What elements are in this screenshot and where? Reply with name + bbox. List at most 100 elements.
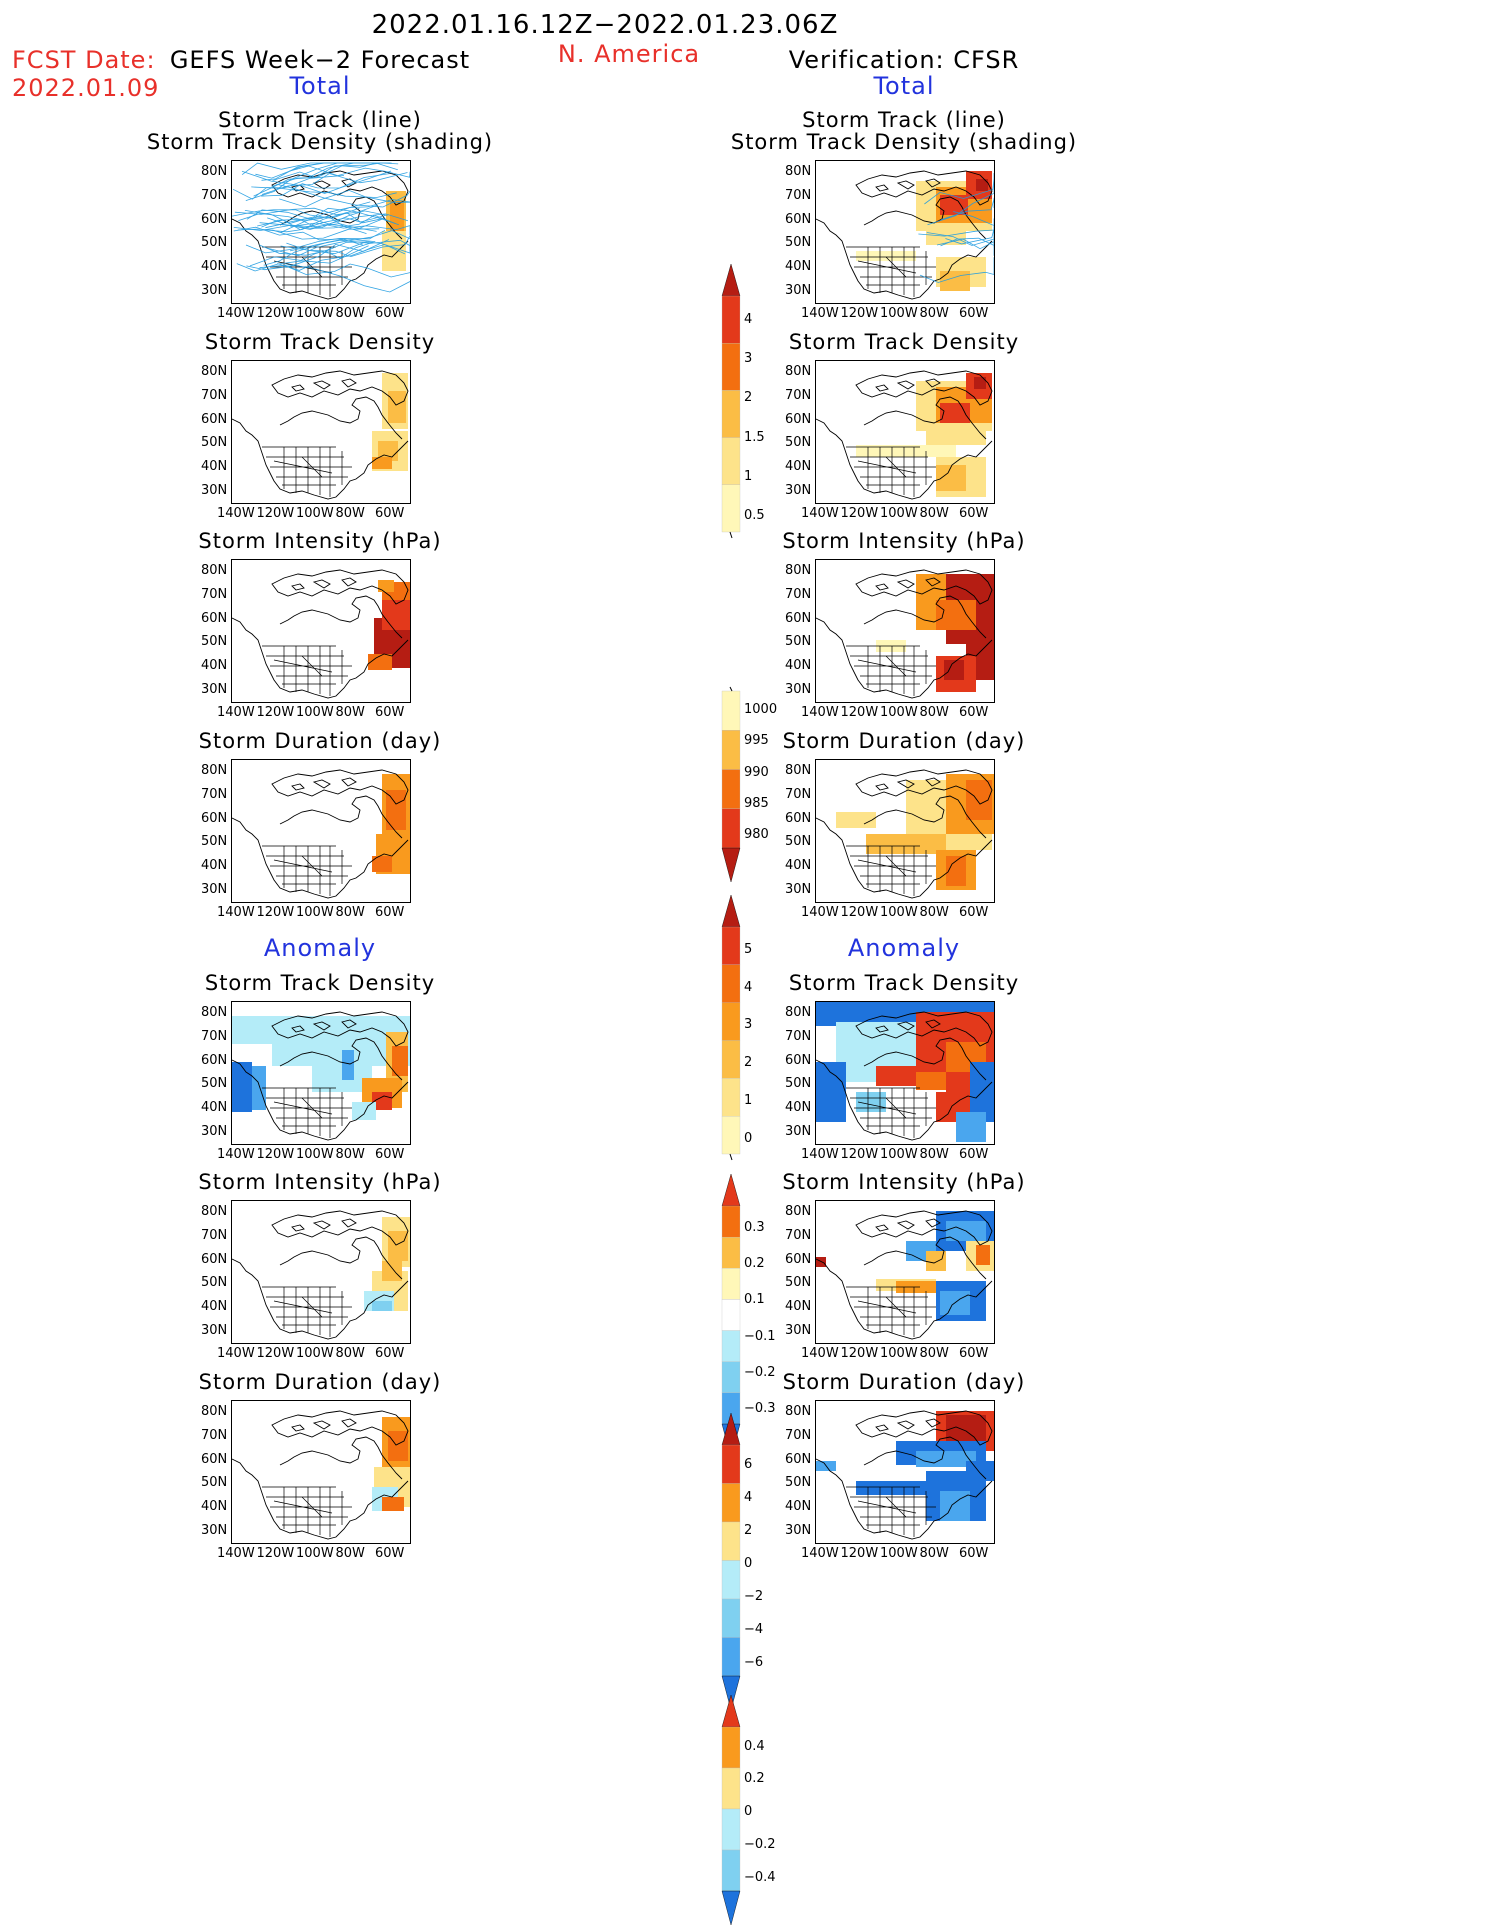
colorbar-tick-label: 5	[744, 941, 753, 957]
verification-anomaly-label: Anomaly	[847, 934, 961, 962]
verification-aduration-map	[815, 1400, 995, 1544]
longitude-tick-label: 60W	[375, 506, 405, 521]
latitude-tick-label: 60N	[201, 411, 228, 427]
colorbar-tick-label: 2	[744, 1522, 753, 1538]
forecast-aintensity-title: Storm Intensity (hPa)	[198, 1170, 442, 1194]
longitude-tick-label: 120W	[840, 1346, 879, 1361]
latitude-tick-label: 40N	[201, 1499, 228, 1515]
longitude-tick-label: 120W	[840, 506, 879, 521]
longitude-tick-label: 60W	[375, 1346, 405, 1361]
longitude-tick-label: 80W	[919, 905, 949, 920]
latitude-tick-label: 70N	[785, 1427, 812, 1443]
latitude-tick-label: 60N	[785, 1451, 812, 1467]
colorbar-tick-label: −0.2	[744, 1365, 776, 1381]
verification-density-title: Storm Track Density	[788, 330, 1020, 354]
latitude-tick-label: 50N	[201, 1275, 228, 1291]
longitude-tick-label: 140W	[801, 1346, 839, 1361]
longitude-tick-label: 120W	[256, 905, 295, 920]
verification-density-map	[815, 360, 995, 504]
latitude-tick-label: 50N	[785, 1076, 812, 1092]
latitude-tick-label: 80N	[201, 364, 228, 379]
latitude-tick-label: 60N	[785, 1052, 812, 1068]
density-colorbar: 4 3 2 1.5 1 0.5	[712, 262, 772, 544]
longitude-tick-label: 80W	[919, 1546, 949, 1561]
verification-duration-map	[815, 759, 995, 903]
latitude-tick-label: 30N	[785, 1124, 812, 1139]
latitude-tick-label: 70N	[201, 187, 228, 203]
longitude-tick-label: 100W	[880, 506, 918, 521]
forecast-intensity-title: Storm Intensity (hPa)	[198, 529, 442, 553]
latitude-tick-label: 80N	[785, 1404, 812, 1419]
verification-intensity-title: Storm Intensity (hPa)	[782, 529, 1026, 553]
latitude-tick-label: 50N	[785, 435, 812, 451]
forecast-density-map	[231, 360, 411, 504]
forecast-track-title: Storm Track Density (shading)	[146, 130, 494, 154]
colorbar-tick-label: 0	[744, 1130, 753, 1146]
longitude-tick-label: 100W	[296, 306, 334, 321]
colorbar-tick-label: −6	[744, 1654, 764, 1670]
colorbar-tick-label: −2	[744, 1588, 764, 1604]
latitude-tick-label: 50N	[785, 1475, 812, 1491]
forecast-intensity-map	[231, 559, 411, 703]
colorbar-tick-label: 4	[744, 979, 753, 995]
latitude-tick-label: 40N	[201, 858, 228, 874]
longitude-tick-label: 80W	[335, 1546, 365, 1561]
forecast-aduration-title: Storm Duration (day)	[198, 1370, 442, 1394]
latitude-tick-label: 30N	[201, 1124, 228, 1139]
latitude-tick-label: 50N	[785, 834, 812, 850]
latitude-tick-label: 80N	[201, 763, 228, 778]
latitude-tick-label: 80N	[201, 1005, 228, 1020]
latitude-tick-label: 60N	[201, 1451, 228, 1467]
latitude-tick-label: 50N	[201, 834, 228, 850]
latitude-tick-label: 70N	[785, 1028, 812, 1044]
latitude-tick-label: 70N	[201, 387, 228, 403]
forecast-total-label: Total	[289, 72, 351, 100]
latitude-tick-label: 80N	[785, 364, 812, 379]
latitude-tick-label: 60N	[201, 610, 228, 626]
colorbar-tick-label: 0.2	[744, 1256, 765, 1272]
verification-intensity-map	[815, 559, 995, 703]
colorbar-tick-label: −4	[744, 1621, 764, 1637]
colorbar-tick-label: 990	[744, 764, 769, 780]
colorbar-tick-label: −0.4	[744, 1869, 776, 1885]
latitude-tick-label: 40N	[785, 259, 812, 275]
longitude-tick-label: 100W	[880, 306, 918, 321]
longitude-tick-label: 120W	[840, 905, 879, 920]
latitude-tick-label: 70N	[785, 786, 812, 802]
longitude-tick-label: 120W	[256, 1546, 295, 1561]
colorbar-tick-label: 995	[744, 733, 769, 749]
forecast-column-title: GEFS Week−2 Forecast	[169, 46, 471, 74]
latitude-tick-label: 70N	[785, 1227, 812, 1243]
latitude-tick-label: 50N	[201, 634, 228, 650]
colorbar-tick-label: 2	[744, 390, 753, 406]
colorbar-tick-label: 1	[744, 1093, 753, 1109]
verification-column-title: Verification: CFSR	[788, 46, 1020, 74]
forecast-anomaly-label: Anomaly	[263, 934, 377, 962]
longitude-tick-label: 100W	[296, 705, 334, 720]
verification-adensity-map	[815, 1001, 995, 1145]
longitude-tick-label: 60W	[959, 1546, 989, 1561]
longitude-tick-label: 80W	[335, 705, 365, 720]
verification-track-map	[815, 160, 995, 304]
longitude-tick-label: 80W	[335, 1346, 365, 1361]
longitude-tick-label: 120W	[256, 1147, 295, 1162]
colorbar-tick-label: 0	[744, 1804, 753, 1820]
longitude-tick-label: 80W	[335, 905, 365, 920]
longitude-tick-label: 120W	[840, 705, 879, 720]
forecast-duration-map	[231, 759, 411, 903]
longitude-tick-label: 140W	[217, 905, 255, 920]
longitude-tick-label: 80W	[335, 506, 365, 521]
longitude-tick-label: 120W	[256, 705, 295, 720]
latitude-tick-label: 70N	[201, 1227, 228, 1243]
verification-adensity-title: Storm Track Density	[788, 971, 1020, 995]
longitude-tick-label: 100W	[880, 705, 918, 720]
colorbar-tick-label: −0.3	[744, 1401, 776, 1417]
latitude-tick-label: 70N	[201, 1427, 228, 1443]
longitude-tick-label: 140W	[801, 1546, 839, 1561]
longitude-tick-label: 140W	[217, 506, 255, 521]
latitude-tick-label: 30N	[785, 1523, 812, 1538]
longitude-tick-label: 100W	[880, 905, 918, 920]
latitude-tick-label: 60N	[785, 810, 812, 826]
colorbar-tick-label: 980	[744, 827, 769, 843]
longitude-tick-label: 100W	[296, 506, 334, 521]
